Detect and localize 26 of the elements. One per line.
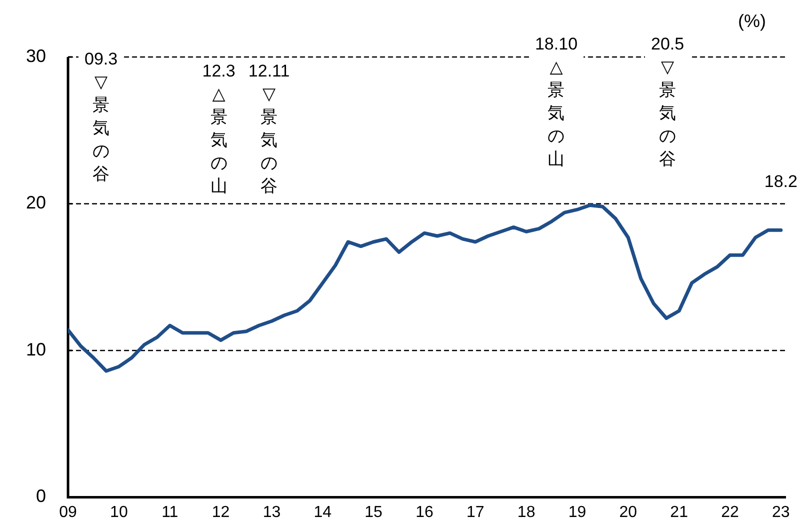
data-label: 18.2 <box>764 172 798 191</box>
x-tick-label: 19 <box>568 504 586 522</box>
x-tick-label: 10 <box>110 504 128 522</box>
x-tick-label: 14 <box>314 504 332 522</box>
y-tick-label: 30 <box>26 46 46 66</box>
x-tick-label: 23 <box>772 504 790 522</box>
x-tick-label: 22 <box>721 504 739 522</box>
x-tick-label: 17 <box>466 504 484 522</box>
annotation: 12.11 ▽景気の谷 <box>248 62 290 196</box>
x-tick-label: 16 <box>416 504 434 522</box>
x-tick-label: 11 <box>162 504 178 522</box>
x-tick-label: 12 <box>212 504 230 522</box>
annotation: 09.3 ▽景気の谷 <box>84 50 118 184</box>
x-tick-label: 13 <box>262 504 281 522</box>
y-tick-label: 10 <box>26 339 46 360</box>
x-tick-label: 15 <box>364 504 383 522</box>
y-axis-title: (%) <box>738 10 766 31</box>
annotation: 20.5 ▽景気の谷 <box>650 34 684 169</box>
x-tick-label: 20 <box>619 504 638 522</box>
annotation: 18.10 △景気の山 <box>534 34 578 169</box>
annotation: 12.3 △景気の山 <box>202 62 236 196</box>
y-tick-label: 20 <box>26 192 46 213</box>
x-tick-label: 18 <box>517 504 536 522</box>
y-tick-label: 0 <box>36 486 46 506</box>
x-tick-label: 21 <box>670 504 688 522</box>
x-tick-label: 09 <box>59 504 78 522</box>
